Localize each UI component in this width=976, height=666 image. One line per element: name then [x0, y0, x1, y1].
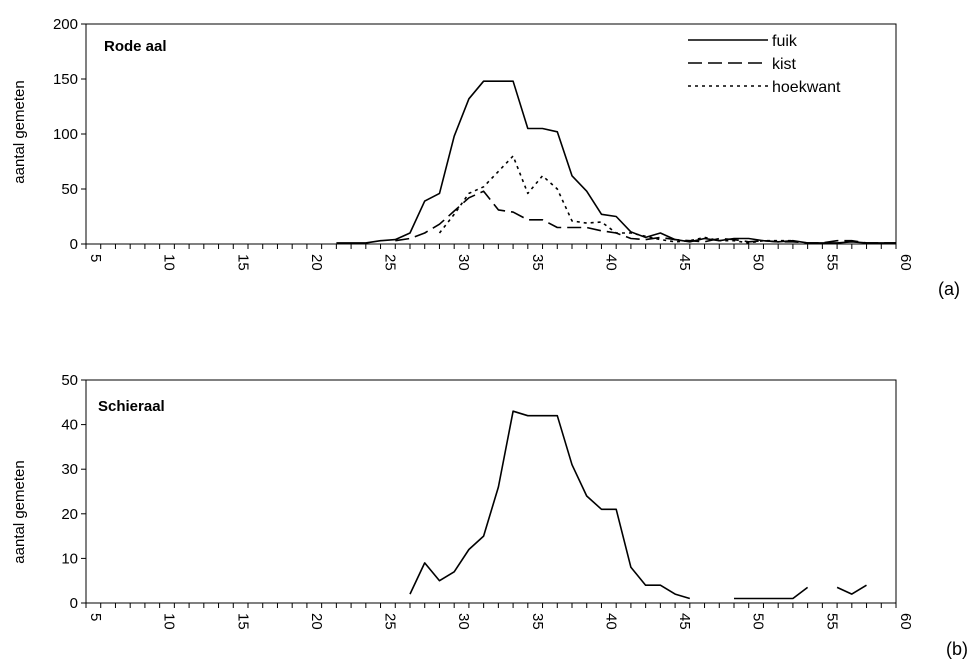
panel-b-plot-frame — [85, 379, 897, 604]
panel-a-x-tick-label: 10 — [161, 254, 178, 271]
panel-b-tag: (b) — [946, 639, 968, 659]
panel-a-legend: fuik kist hoekwant — [688, 33, 841, 96]
panel-a-y-tick-label: 0 — [70, 236, 78, 253]
panel-b-x-tick-label: 40 — [602, 613, 619, 630]
panel-b-series-line-segment-1 — [734, 586, 809, 600]
panel-b-y-tick-label: 30 — [61, 461, 78, 478]
panel-b-x-tick-label: 15 — [234, 613, 251, 630]
panel-b-x-tick-label: 55 — [823, 613, 840, 630]
panel-b-series-line-segment-0 — [409, 410, 691, 600]
panel-a-y-axis-label: aantal gemeten — [11, 80, 28, 183]
panel-b-x-tick-label: 10 — [161, 613, 178, 630]
panel-b-x-tick-label: 45 — [676, 613, 693, 630]
panel-a-x-tick-label: 25 — [382, 254, 399, 271]
panel-a-y-tick-label: 100 — [53, 126, 78, 143]
panel-b-y-tick-label: 40 — [61, 417, 78, 434]
panel-a-series-fuik-segment-0 — [336, 80, 896, 244]
panel-a-x-tick-label: 45 — [676, 254, 693, 271]
panel-a-tag: (a) — [938, 279, 960, 299]
panel-a-x-tick-label: 40 — [602, 254, 619, 271]
panel-b-y-axis-label: aantal gemeten — [11, 460, 28, 563]
panel-b-x-tick-label: 5 — [87, 613, 104, 621]
panel-b-x-tick-label: 60 — [897, 613, 914, 630]
panel-b-title: Schieraal — [98, 398, 165, 415]
panel-b-y-tick-label: 50 — [61, 372, 78, 389]
panel-b-x-tick-label: 30 — [455, 613, 472, 630]
panel-a-x-tick-label: 50 — [750, 254, 767, 271]
panel-a-x-tick-label: 60 — [897, 254, 914, 271]
panel-a-x-tick-label: 55 — [823, 254, 840, 271]
panel-b-x-tick-label: 25 — [382, 613, 399, 630]
panel-b-x-tick-label: 35 — [529, 613, 546, 630]
panel-a-x-tick-label: 30 — [455, 254, 472, 271]
panel-b-series-line-segment-2 — [836, 584, 867, 595]
panel-a-series-kist-segment-0 — [395, 190, 896, 244]
panel-b-schieraal: 5 10 15 20 25 30 35 40 45 50 55 60 0 10 20 30 40 50 Schie… — [11, 372, 968, 659]
legend-label-fuik: fuik — [772, 33, 798, 50]
panel-a-x-tick-label: 15 — [234, 254, 251, 271]
panel-a-title: Rode aal — [104, 38, 167, 55]
panel-a-x-tick-label: 20 — [308, 254, 325, 271]
panel-b-y-tick-label: 10 — [61, 550, 78, 567]
panel-b-x-tick-label: 50 — [750, 613, 767, 630]
panel-a-y-tick-label: 50 — [61, 181, 78, 198]
legend-label-kist: kist — [772, 56, 797, 73]
panel-a-y-tick-label: 200 — [53, 16, 78, 33]
panel-a-x-tick-label: 5 — [87, 254, 104, 262]
panel-a-y-tick-label: 150 — [53, 71, 78, 88]
panel-a-rode-aal: 5 10 15 20 25 30 35 40 45 50 55 60 0 50 100 150 200 Rode… — [11, 16, 960, 299]
panel-b-y-tick-label: 0 — [70, 595, 78, 612]
panel-a-x-tick-label: 35 — [529, 254, 546, 271]
panel-b-y-tick-label: 20 — [61, 506, 78, 523]
legend-label-hoekwant: hoekwant — [772, 79, 841, 96]
panel-a-series-hoekwant-segment-0 — [438, 155, 793, 244]
panel-b-x-tick-label: 20 — [308, 613, 325, 630]
